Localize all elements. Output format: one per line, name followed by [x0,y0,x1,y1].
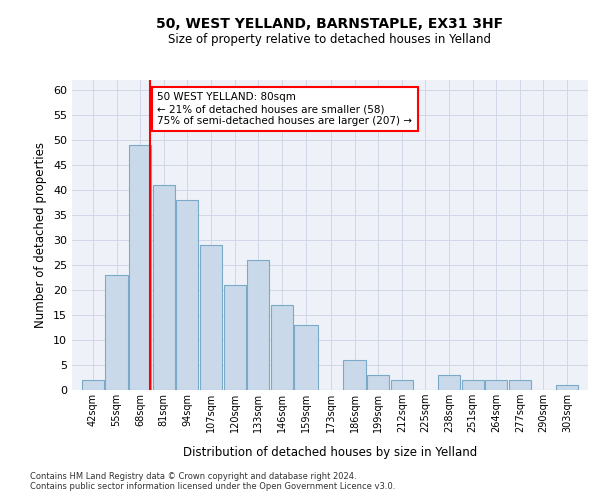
Bar [82,380,104,390]
Bar [391,380,413,390]
Bar [176,200,199,390]
Bar [461,380,484,390]
Y-axis label: Number of detached properties: Number of detached properties [34,142,47,328]
Bar [367,375,389,390]
Bar [343,360,365,390]
Bar [224,285,245,390]
Bar [485,380,508,390]
Text: Distribution of detached houses by size in Yelland: Distribution of detached houses by size … [183,446,477,459]
Text: Size of property relative to detached houses in Yelland: Size of property relative to detached ho… [169,32,491,46]
Bar [509,380,531,390]
Text: 50, WEST YELLAND, BARNSTAPLE, EX31 3HF: 50, WEST YELLAND, BARNSTAPLE, EX31 3HF [157,18,503,32]
Text: 50 WEST YELLAND: 80sqm
← 21% of detached houses are smaller (58)
75% of semi-det: 50 WEST YELLAND: 80sqm ← 21% of detached… [157,92,412,126]
Bar [129,145,151,390]
Text: Contains public sector information licensed under the Open Government Licence v3: Contains public sector information licen… [30,482,395,491]
Bar [247,260,269,390]
Bar [295,325,319,390]
Bar [271,305,293,390]
Bar [152,185,175,390]
Text: Contains HM Land Registry data © Crown copyright and database right 2024.: Contains HM Land Registry data © Crown c… [30,472,356,481]
Bar [200,245,222,390]
Bar [556,385,578,390]
Bar [438,375,460,390]
Bar [106,275,128,390]
